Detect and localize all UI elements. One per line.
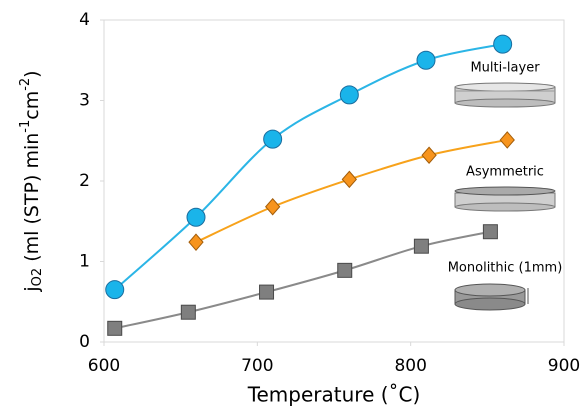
y-label-part: -2 [18, 78, 33, 91]
x-tick-label: 900 [548, 356, 580, 376]
marker [342, 171, 356, 187]
annotation: Asymmetric [466, 165, 544, 180]
marker [266, 199, 280, 215]
marker [108, 321, 122, 335]
y-tick-label: 4 [79, 10, 90, 30]
chart: Multi-layer Asymmetric Monolithic (1mm) … [0, 0, 584, 414]
y-label-part: ) [21, 70, 43, 77]
marker [483, 225, 497, 239]
marker [338, 263, 352, 277]
y-tick-label: 0 [79, 332, 90, 352]
marker [422, 147, 436, 163]
marker [340, 86, 358, 104]
fit-curve [115, 232, 491, 329]
marker [414, 239, 428, 253]
marker [187, 208, 205, 226]
marker [417, 51, 435, 69]
marker [494, 35, 512, 53]
marker [189, 234, 203, 250]
marker [500, 132, 514, 148]
x-tick-label: 600 [88, 356, 120, 376]
y-tick-label: 1 [79, 252, 90, 272]
y-tick-label: 2 [79, 171, 90, 191]
y-label-part: cm [21, 91, 43, 120]
y-label-part: -1 [18, 120, 33, 133]
x-tick-label: 800 [394, 356, 426, 376]
y-label-part: (ml (STP) min [21, 133, 43, 268]
asymmetric-icon [455, 187, 555, 211]
marker [181, 305, 195, 319]
y-tick-label: 3 [79, 91, 90, 111]
x-tick-label: 700 [241, 356, 273, 376]
y-axis-label: jO2 (ml (STP) min-1cm-2) [18, 70, 45, 292]
marker [106, 281, 124, 299]
fit-curve [115, 44, 503, 290]
x-axis-label: Temperature (˚C) [247, 383, 421, 407]
annotation: Monolithic (1mm) [448, 261, 563, 276]
marker [264, 130, 282, 148]
multi-layer-icon [455, 83, 555, 107]
annotation: Multi-layer [470, 61, 540, 76]
monolithic-icon [455, 284, 528, 310]
marker [260, 285, 274, 299]
y-label-part: O2 [30, 268, 45, 287]
